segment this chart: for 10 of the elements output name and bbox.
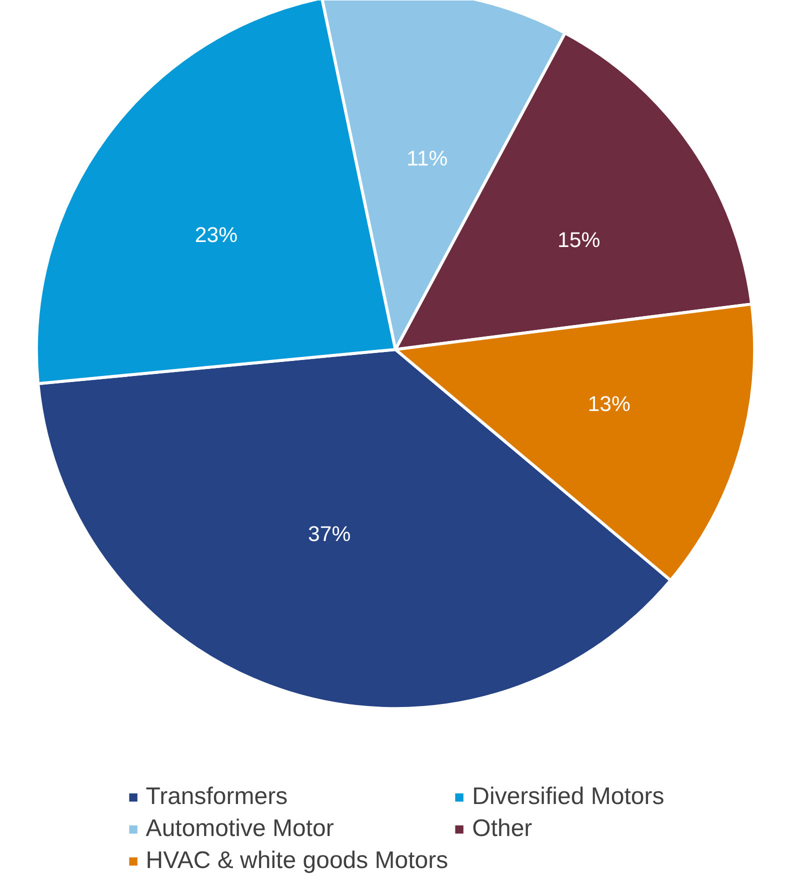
data-label: 11%	[406, 146, 448, 170]
legend-label: Diversified Motors	[472, 783, 664, 811]
data-label: 37%	[308, 522, 351, 546]
data-label: 15%	[558, 228, 600, 252]
legend-label: HVAC & white goods Motors	[146, 847, 448, 875]
legend-label: Other	[472, 815, 532, 843]
data-label: 13%	[588, 392, 630, 416]
legend-label: Transformers	[146, 783, 288, 811]
legend-label: Automotive Motor	[146, 815, 334, 843]
data-label: 23%	[194, 222, 238, 247]
